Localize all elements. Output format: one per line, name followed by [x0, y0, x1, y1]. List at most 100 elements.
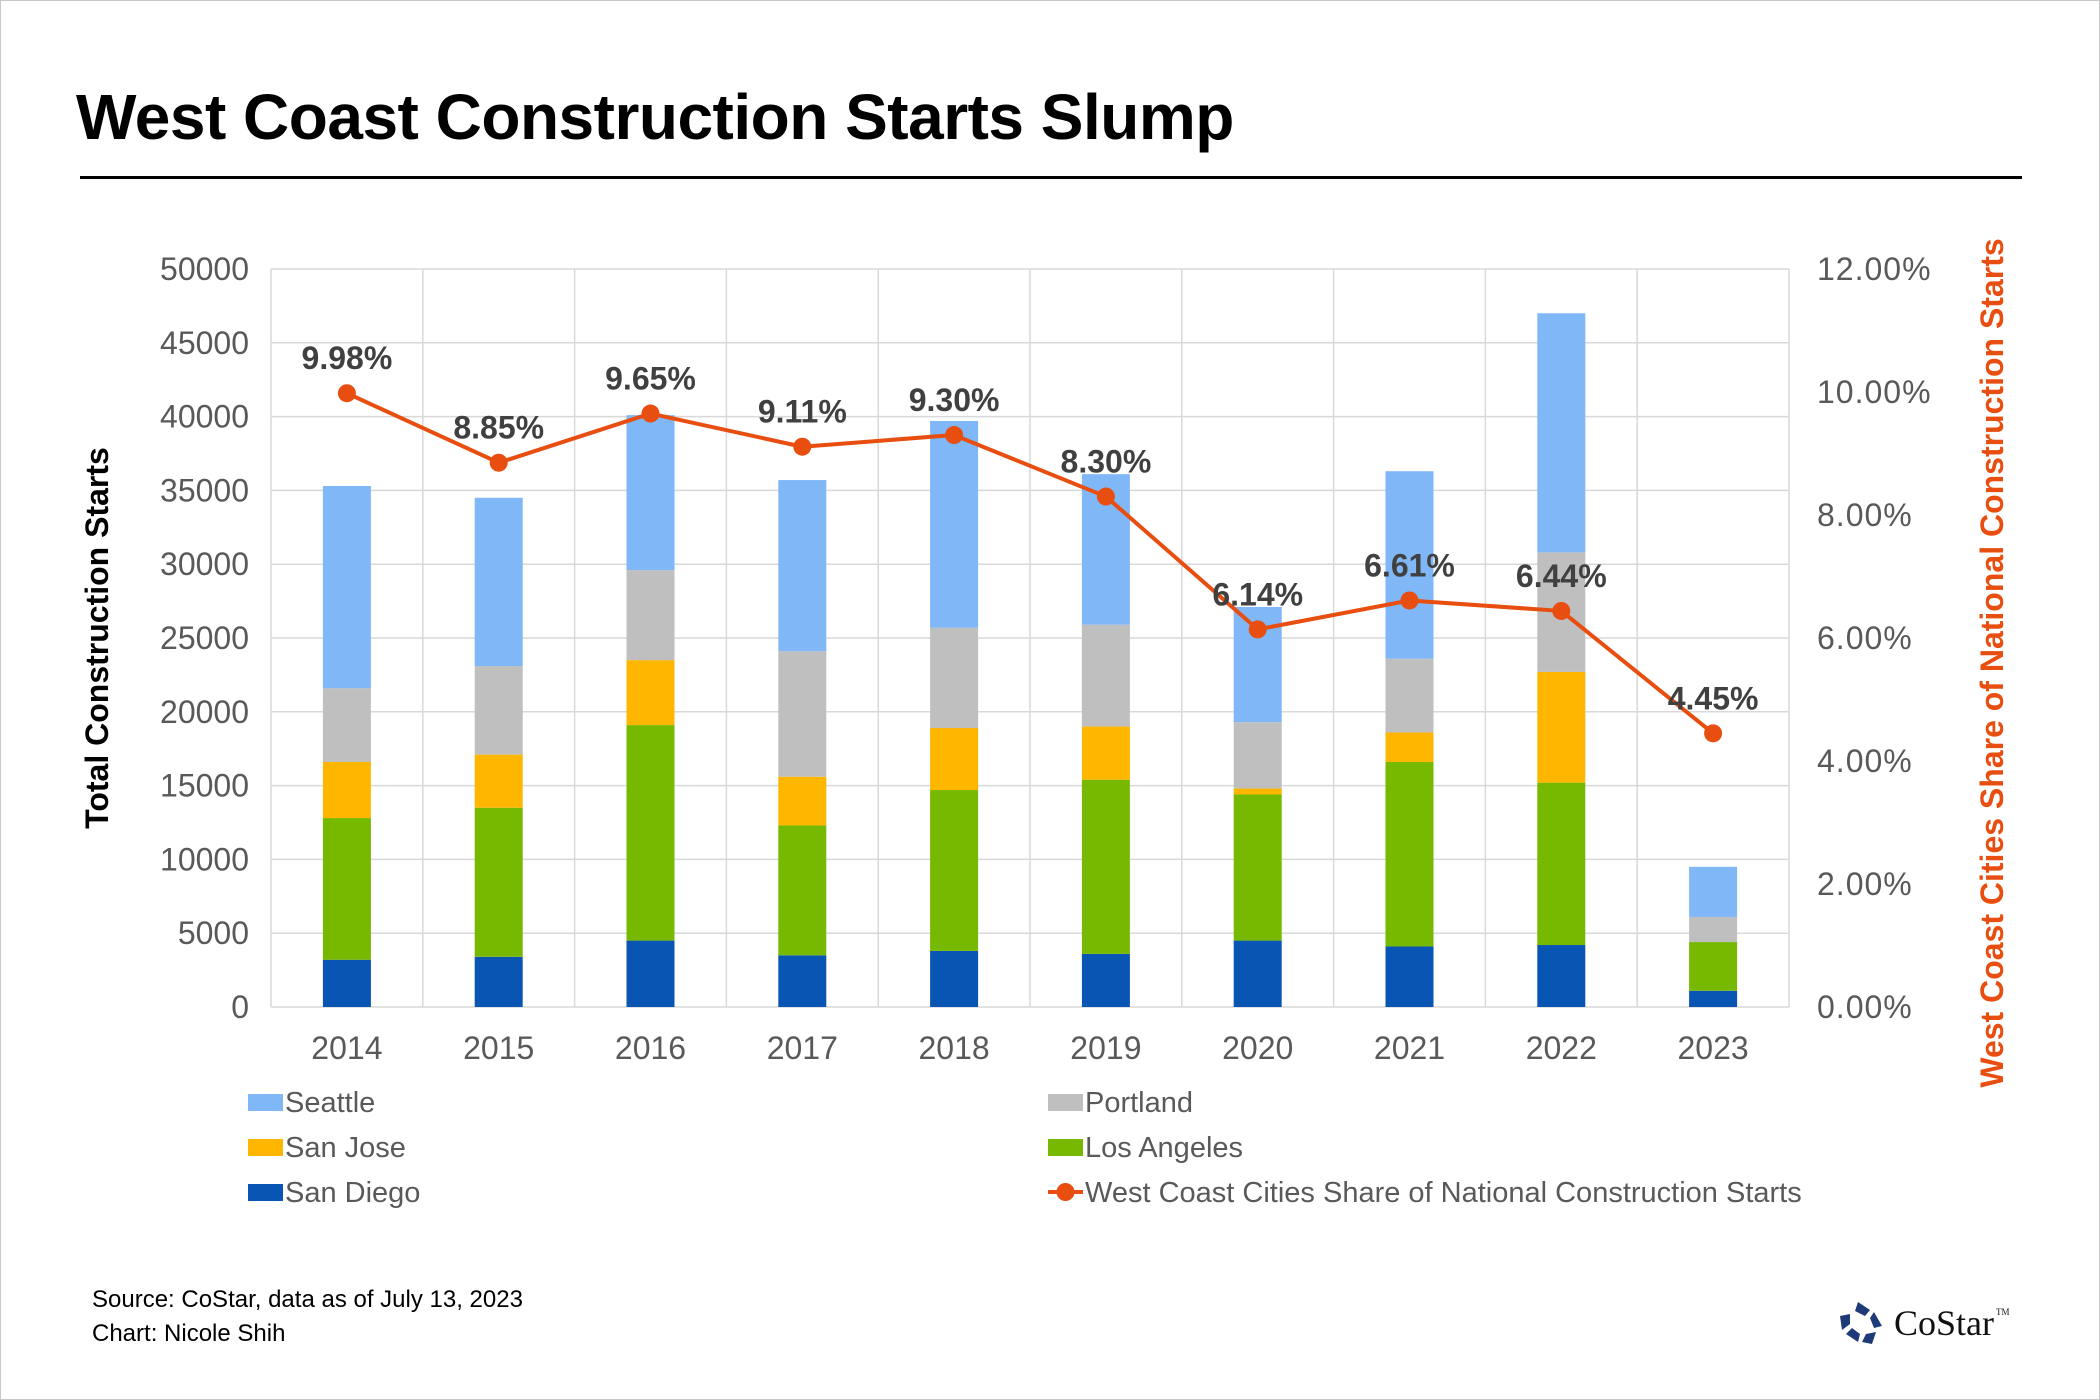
bar-san-jose — [474, 754, 523, 808]
share-data-label: 9.65% — [605, 361, 696, 397]
bar-los-angeles — [1233, 794, 1282, 941]
bar-san-jose — [778, 776, 827, 826]
y-tick-label-right: 8.00% — [1817, 497, 1913, 533]
share-data-label: 8.30% — [1061, 444, 1152, 480]
share-data-label: 9.30% — [909, 382, 1000, 418]
logo-text: CoStar — [1894, 1303, 1995, 1343]
y-tick-label-right: 12.00% — [1817, 251, 1932, 287]
bar-san-diego — [778, 955, 827, 1007]
bar-los-angeles — [474, 807, 523, 957]
bar-portland — [1081, 624, 1130, 727]
bar-los-angeles — [1081, 779, 1130, 954]
bar-san-jose — [1081, 726, 1130, 780]
share-data-label: 8.85% — [453, 410, 544, 446]
legend-item: San Diego — [248, 1177, 420, 1209]
share-point — [945, 426, 964, 445]
y-tick-label-right: 2.00% — [1817, 866, 1913, 902]
costar-star-icon — [1840, 1302, 1882, 1344]
share-point — [1704, 724, 1723, 743]
bar-san-diego — [930, 950, 979, 1007]
bar-san-diego — [1385, 946, 1434, 1007]
bar-san-jose — [1537, 671, 1586, 783]
bar-seattle — [626, 415, 675, 571]
x-tick-label: 2021 — [1374, 1030, 1445, 1066]
x-tick-label: 2016 — [615, 1030, 686, 1066]
legend-swatch — [248, 1184, 283, 1201]
legend-swatch — [1048, 1139, 1083, 1156]
share-point — [489, 453, 508, 472]
y-tick-label-left: 30000 — [160, 546, 249, 582]
bar-san-diego — [1537, 945, 1586, 1007]
bar-los-angeles — [626, 725, 675, 941]
share-point — [1248, 620, 1267, 639]
y-tick-label-left: 20000 — [160, 694, 249, 730]
bar-san-diego — [626, 940, 675, 1007]
legend-dot-swatch — [1056, 1183, 1075, 1201]
bar-portland — [1385, 658, 1434, 733]
source-note: Source: CoStar, data as of July 13, 2023 — [92, 1286, 523, 1313]
x-tick-label: 2023 — [1678, 1030, 1749, 1066]
y-axis-title-right: West Coast Cities Share of National Cons… — [1974, 238, 2010, 1087]
costar-wordmark: CoStar TM — [1894, 1302, 2010, 1344]
legend-label: Seattle — [285, 1087, 375, 1119]
bar-portland — [626, 570, 675, 661]
bar-portland — [1689, 916, 1738, 943]
chart-credit: Chart: Nicole Shih — [92, 1320, 286, 1347]
share-data-label: 6.14% — [1212, 576, 1303, 612]
bar-los-angeles — [1689, 942, 1738, 991]
bar-san-diego — [474, 956, 523, 1007]
share-data-label: 9.98% — [302, 340, 393, 376]
y-axis-title-left: Total Construction Starts — [79, 447, 115, 829]
legend-swatch — [1048, 1094, 1083, 1111]
share-data-label: 6.44% — [1516, 558, 1607, 594]
y-tick-label-left: 35000 — [160, 472, 249, 508]
legend-item: Los Angeles — [1048, 1132, 1243, 1164]
x-tick-label: 2014 — [311, 1030, 382, 1066]
legend-label: Los Angeles — [1085, 1132, 1243, 1164]
legend-item: West Coast Cities Share of National Cons… — [1048, 1177, 1802, 1209]
share-data-label: 9.11% — [758, 394, 847, 430]
gridlines — [270, 268, 1790, 1008]
share-point — [1400, 591, 1419, 610]
bar-portland — [322, 688, 371, 762]
bar-seattle — [322, 485, 371, 689]
bar-san-diego — [322, 959, 371, 1007]
legend-item: San Jose — [248, 1132, 406, 1164]
share-point — [337, 384, 356, 403]
y-tick-label-left: 10000 — [160, 841, 249, 877]
legend-swatch — [248, 1094, 283, 1111]
bar-san-jose — [322, 761, 371, 819]
legend-swatch — [248, 1139, 283, 1156]
chart-title: West Coast Construction Starts Slump — [76, 81, 1234, 153]
y-tick-label-left: 50000 — [160, 251, 249, 287]
bar-san-diego — [1233, 940, 1282, 1007]
share-line — [346, 391, 1715, 735]
title-rule — [80, 176, 2022, 179]
y-tick-label-left: 0 — [231, 989, 249, 1025]
legend-item: Portland — [1048, 1087, 1193, 1119]
bar-seattle — [778, 480, 827, 652]
share-data-label: 4.45% — [1668, 680, 1759, 716]
bar-san-diego — [1689, 990, 1738, 1007]
bar-san-jose — [930, 728, 979, 791]
x-tick-label: 2017 — [767, 1030, 838, 1066]
logo-trademark: TM — [1996, 1307, 2010, 1317]
line-series — [337, 384, 1723, 743]
costar-logo: CoStar TM — [1838, 1298, 2010, 1348]
share-point — [1552, 601, 1571, 620]
bar-portland — [474, 666, 523, 755]
legend-label: San Jose — [285, 1132, 406, 1164]
y-tick-label-left: 40000 — [160, 399, 249, 435]
bar-series — [322, 313, 1738, 1007]
bar-san-jose — [1385, 732, 1434, 762]
y-tick-label-left: 25000 — [160, 620, 249, 656]
x-tick-label: 2022 — [1526, 1030, 1597, 1066]
bar-portland — [930, 627, 979, 729]
bar-los-angeles — [1385, 761, 1434, 947]
bar-seattle — [1385, 471, 1434, 659]
bar-san-jose — [626, 660, 675, 726]
bar-san-diego — [1081, 953, 1130, 1007]
y-tick-label-right: 10.00% — [1817, 374, 1932, 410]
data-labels: 9.98% 8.85% 9.65% 9.11% 9.30% 8.30% 6.14% 6.61%… — [302, 340, 1759, 716]
bar-seattle — [1689, 866, 1738, 917]
